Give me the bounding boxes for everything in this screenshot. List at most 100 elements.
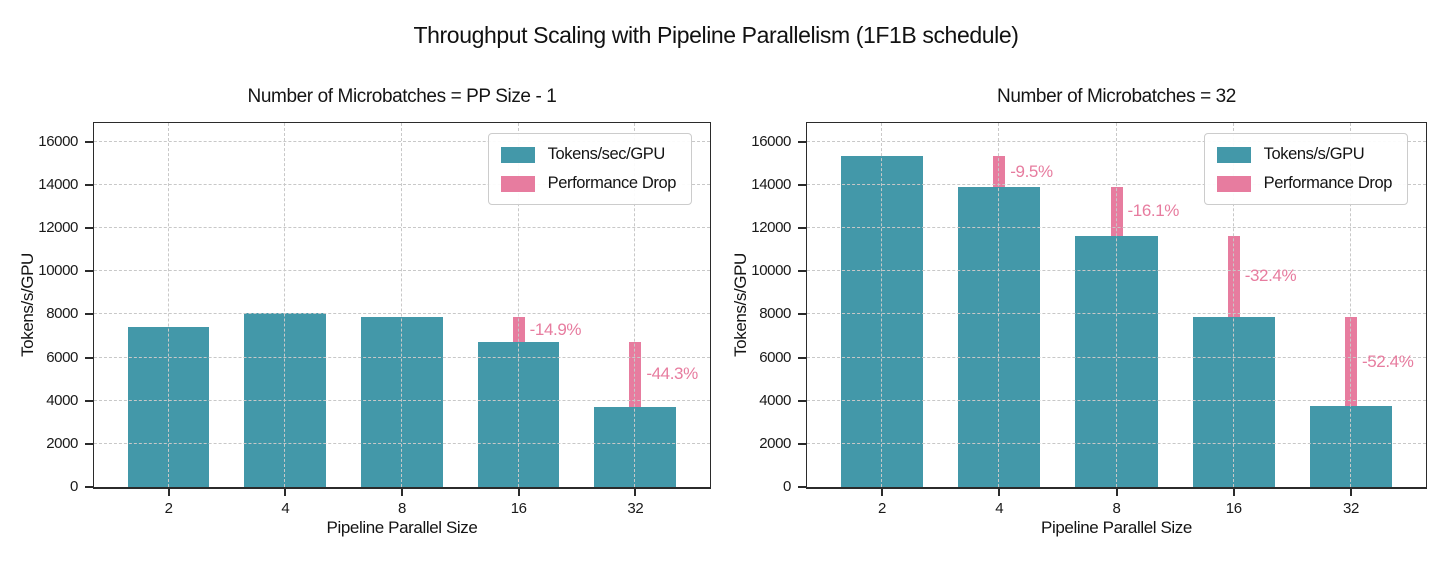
gridline-horizontal	[94, 442, 710, 444]
x-tick-label: 2	[878, 500, 886, 517]
gridline-horizontal	[94, 227, 710, 229]
plot-area: 0 2000 4000 6000 8000 10000 12000 14000 16000 2 4 8…	[38, 122, 711, 517]
legend-swatch-performance-drop	[500, 175, 535, 192]
gridline-horizontal	[807, 313, 1426, 315]
x-tick-label: 8	[1112, 500, 1121, 517]
x-tick-mark	[998, 487, 1001, 496]
figure-title: Throughput Scaling with Pipeline Paralle…	[413, 22, 1019, 48]
gridline-vertical	[284, 123, 286, 487]
x-tick-label: 16	[510, 500, 527, 517]
performance-drop-label-pp-32: -44.3%	[646, 364, 698, 384]
gridline-horizontal	[94, 356, 710, 358]
x-tick-mark	[634, 487, 637, 496]
gridline-vertical	[881, 123, 883, 487]
x-tick-mark	[517, 487, 520, 496]
gridline-vertical	[167, 123, 169, 487]
gridline-horizontal	[807, 442, 1426, 444]
legend-label: Performance Drop	[1263, 174, 1393, 192]
y-tick-label: 14000	[38, 175, 78, 193]
legend-row: Performance Drop	[500, 174, 677, 193]
gridline-horizontal	[94, 313, 710, 315]
gridline-vertical	[517, 123, 519, 487]
gridline-horizontal	[94, 270, 710, 272]
y-tick-label: 6000	[46, 348, 78, 366]
x-tick-label: 4	[995, 500, 1004, 517]
legend-swatch-throughput	[500, 146, 535, 163]
y-tick-mark	[798, 140, 807, 143]
throughput-bar-pp-2	[840, 155, 924, 487]
y-tick-mark	[798, 313, 807, 316]
x-tick-mark	[284, 487, 287, 496]
y-tick-mark	[85, 227, 94, 230]
gridline-horizontal	[807, 399, 1426, 401]
y-tick-label: 0	[783, 478, 791, 495]
gridline-horizontal	[807, 183, 1426, 185]
subplot-title: Number of Microbatches = PP Size - 1	[247, 86, 557, 107]
y-tick-label: 4000	[759, 391, 791, 409]
y-tick-label: 12000	[38, 219, 78, 237]
throughput-bar-pp-4	[958, 187, 1041, 487]
x-tick-label: 2	[164, 500, 173, 517]
legend-swatch-throughput	[1216, 146, 1251, 163]
legend: Tokens/s/GPU Performance Drop	[1203, 133, 1408, 205]
performance-drop-label-pp-32: -52.4%	[1361, 351, 1414, 371]
performance-drop-bar-pp-8	[1110, 187, 1123, 236]
y-tick-label: 0	[70, 478, 78, 495]
y-tick-mark	[798, 356, 807, 359]
performance-drop-label-pp-16: -32.4%	[1244, 266, 1297, 286]
x-tick-mark	[1232, 487, 1235, 496]
x-tick-mark	[881, 487, 884, 496]
performance-drop-label-pp-16: -14.9%	[529, 319, 582, 339]
performance-drop-bar-pp-32	[629, 342, 642, 407]
gridline-vertical	[998, 123, 1000, 487]
y-tick-label: 12000	[751, 219, 791, 237]
gridline-vertical	[634, 123, 636, 487]
subplot-title: Number of Microbatches = 32	[997, 86, 1236, 107]
y-tick-mark	[85, 270, 94, 273]
y-tick-label: 10000	[751, 262, 791, 280]
gridline-vertical	[1115, 123, 1117, 487]
gridline-horizontal	[807, 140, 1426, 142]
legend: Tokens/sec/GPU Performance Drop	[487, 133, 692, 205]
gridline-vertical	[1349, 123, 1351, 487]
legend-label: Tokens/s/GPU	[1263, 145, 1365, 163]
y-tick-label: 2000	[46, 434, 78, 452]
gridline-horizontal	[94, 183, 710, 185]
x-axis-label: Pipeline Parallel Size	[1041, 518, 1192, 537]
performance-drop-label-pp-8: -16.1%	[1127, 201, 1180, 221]
y-tick-mark	[85, 399, 94, 402]
gridline-horizontal	[807, 227, 1426, 229]
y-tick-mark	[798, 442, 807, 445]
y-tick-mark	[85, 183, 94, 186]
legend-row: Tokens/sec/GPU	[500, 145, 676, 164]
legend-label: Performance Drop	[547, 174, 677, 192]
gridline-vertical	[401, 123, 402, 487]
legend-swatch-performance-drop	[1216, 175, 1251, 192]
y-tick-label: 6000	[759, 348, 791, 366]
y-tick-mark	[85, 313, 94, 316]
gridline-horizontal	[94, 140, 710, 142]
subplot-microbatches-32: Number of Microbatches = 32 Tokens/s/GPU…	[716, 72, 1432, 562]
x-tick-mark	[1349, 487, 1352, 496]
y-tick-label: 10000	[38, 262, 78, 280]
subplot-microbatches-pp-minus-1: Number of Microbatches = PP Size - 1 Tok…	[0, 72, 716, 562]
y-tick-label: 2000	[759, 434, 791, 452]
x-tick-label: 16	[1225, 500, 1242, 517]
gridline-horizontal	[807, 356, 1426, 358]
y-tick-label: 16000	[751, 132, 791, 150]
y-tick-mark	[798, 486, 807, 488]
y-tick-mark	[798, 183, 807, 186]
y-tick-label: 16000	[38, 132, 78, 150]
legend-row: Performance Drop	[1216, 174, 1393, 193]
y-tick-mark	[85, 356, 94, 359]
legend-label: Tokens/sec/GPU	[547, 145, 666, 163]
x-tick-label: 4	[281, 500, 290, 517]
x-axis-label: Pipeline Parallel Size	[326, 518, 478, 537]
y-tick-mark	[798, 227, 807, 230]
x-tick-mark	[1115, 487, 1118, 496]
y-tick-label: 8000	[759, 305, 791, 323]
y-tick-label: 8000	[46, 305, 78, 323]
x-tick-mark	[401, 487, 403, 496]
y-tick-mark	[798, 270, 807, 273]
